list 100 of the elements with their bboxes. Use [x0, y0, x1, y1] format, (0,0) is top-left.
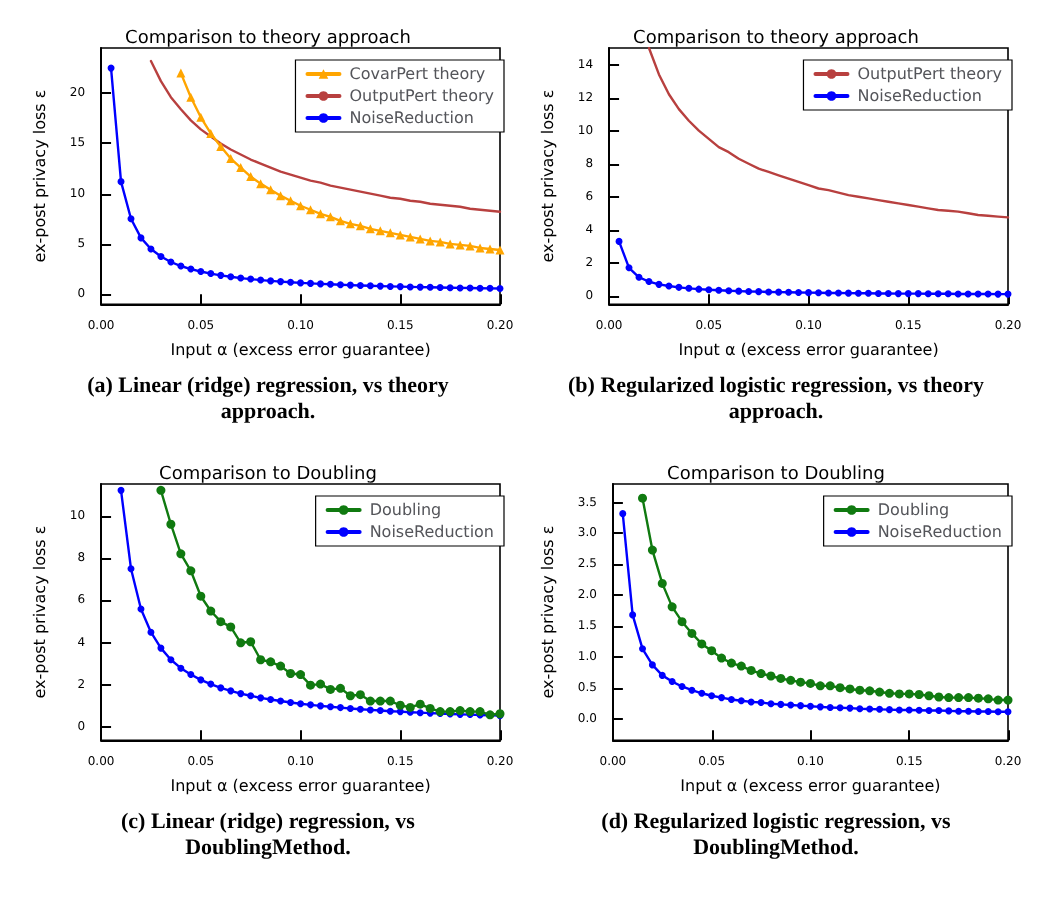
point	[934, 692, 944, 702]
point	[217, 271, 225, 279]
point	[385, 696, 395, 706]
point	[246, 172, 256, 182]
point	[257, 276, 265, 284]
point	[677, 617, 687, 627]
point	[247, 275, 255, 283]
point	[648, 661, 656, 669]
point	[176, 68, 186, 78]
point	[325, 684, 335, 694]
text: (c) Linear (ridge) regression, vs DoublingMethod.	[119, 808, 417, 862]
x-axis-title: Input α (excess error guarantee)	[170, 341, 431, 359]
point	[335, 683, 345, 693]
point	[815, 289, 823, 297]
chart-title: Comparison to Doubling	[667, 465, 885, 485]
point	[315, 209, 325, 219]
point	[257, 694, 265, 702]
point	[287, 278, 295, 286]
point	[678, 682, 686, 690]
point	[973, 693, 983, 703]
legend-label: CovarPert theory	[349, 65, 486, 83]
point	[795, 288, 803, 296]
point	[974, 707, 982, 715]
chart-title: Comparison to theory approach	[633, 29, 919, 49]
point	[994, 708, 1002, 716]
point	[356, 705, 364, 713]
point	[805, 289, 813, 297]
point	[805, 678, 815, 688]
point	[306, 680, 316, 690]
point	[1004, 708, 1012, 716]
y-axis-title: ex-post privacy loss ε	[31, 525, 49, 699]
point	[376, 707, 384, 715]
point	[746, 665, 756, 675]
point	[894, 689, 904, 699]
point	[495, 245, 505, 255]
point	[785, 288, 793, 296]
point	[267, 696, 275, 704]
point	[307, 279, 315, 287]
point	[944, 693, 954, 703]
point	[216, 141, 226, 151]
point	[236, 638, 246, 648]
point	[186, 92, 196, 102]
point	[147, 628, 155, 636]
point	[815, 681, 825, 691]
point	[984, 707, 992, 715]
point	[787, 701, 795, 709]
point	[914, 690, 924, 700]
point	[944, 290, 952, 298]
point	[296, 670, 306, 680]
point	[256, 179, 266, 189]
legend-label: Doubling	[369, 501, 442, 519]
point	[717, 653, 727, 663]
point	[266, 657, 276, 667]
y-axis-title: ex-post privacy loss ε	[539, 89, 557, 263]
point	[216, 617, 226, 627]
point	[395, 700, 405, 710]
point	[276, 191, 286, 201]
point	[355, 690, 365, 700]
point	[766, 671, 776, 681]
point	[415, 699, 425, 709]
point	[866, 705, 874, 713]
point	[635, 273, 643, 281]
point	[256, 655, 266, 665]
point	[386, 282, 394, 290]
point	[366, 282, 374, 290]
y-axis-title: ex-post privacy loss ε	[539, 525, 557, 699]
point	[755, 288, 763, 296]
point	[196, 591, 206, 601]
point	[366, 706, 374, 714]
point	[266, 185, 276, 195]
point	[667, 602, 677, 612]
point	[386, 707, 394, 715]
point	[425, 703, 435, 713]
point	[206, 128, 216, 138]
point	[884, 289, 892, 297]
point	[297, 700, 305, 708]
point	[166, 519, 176, 529]
point	[657, 578, 667, 588]
point	[964, 693, 973, 703]
point	[736, 661, 746, 671]
point	[983, 694, 993, 704]
point	[187, 265, 195, 273]
x-axis-title: Input α (excess error guarantee)	[680, 777, 941, 795]
point	[226, 622, 236, 632]
point	[845, 684, 855, 694]
point	[186, 566, 196, 576]
point	[486, 284, 494, 292]
point	[615, 237, 623, 245]
point	[925, 707, 933, 715]
point	[786, 675, 796, 685]
chart-title: Comparison to theory approach	[125, 29, 411, 49]
point	[904, 689, 914, 699]
point	[865, 686, 875, 696]
point	[876, 705, 884, 713]
point	[206, 606, 216, 616]
point	[446, 284, 454, 292]
point	[277, 278, 285, 286]
point	[638, 493, 648, 503]
point	[645, 278, 653, 286]
point	[776, 673, 786, 683]
